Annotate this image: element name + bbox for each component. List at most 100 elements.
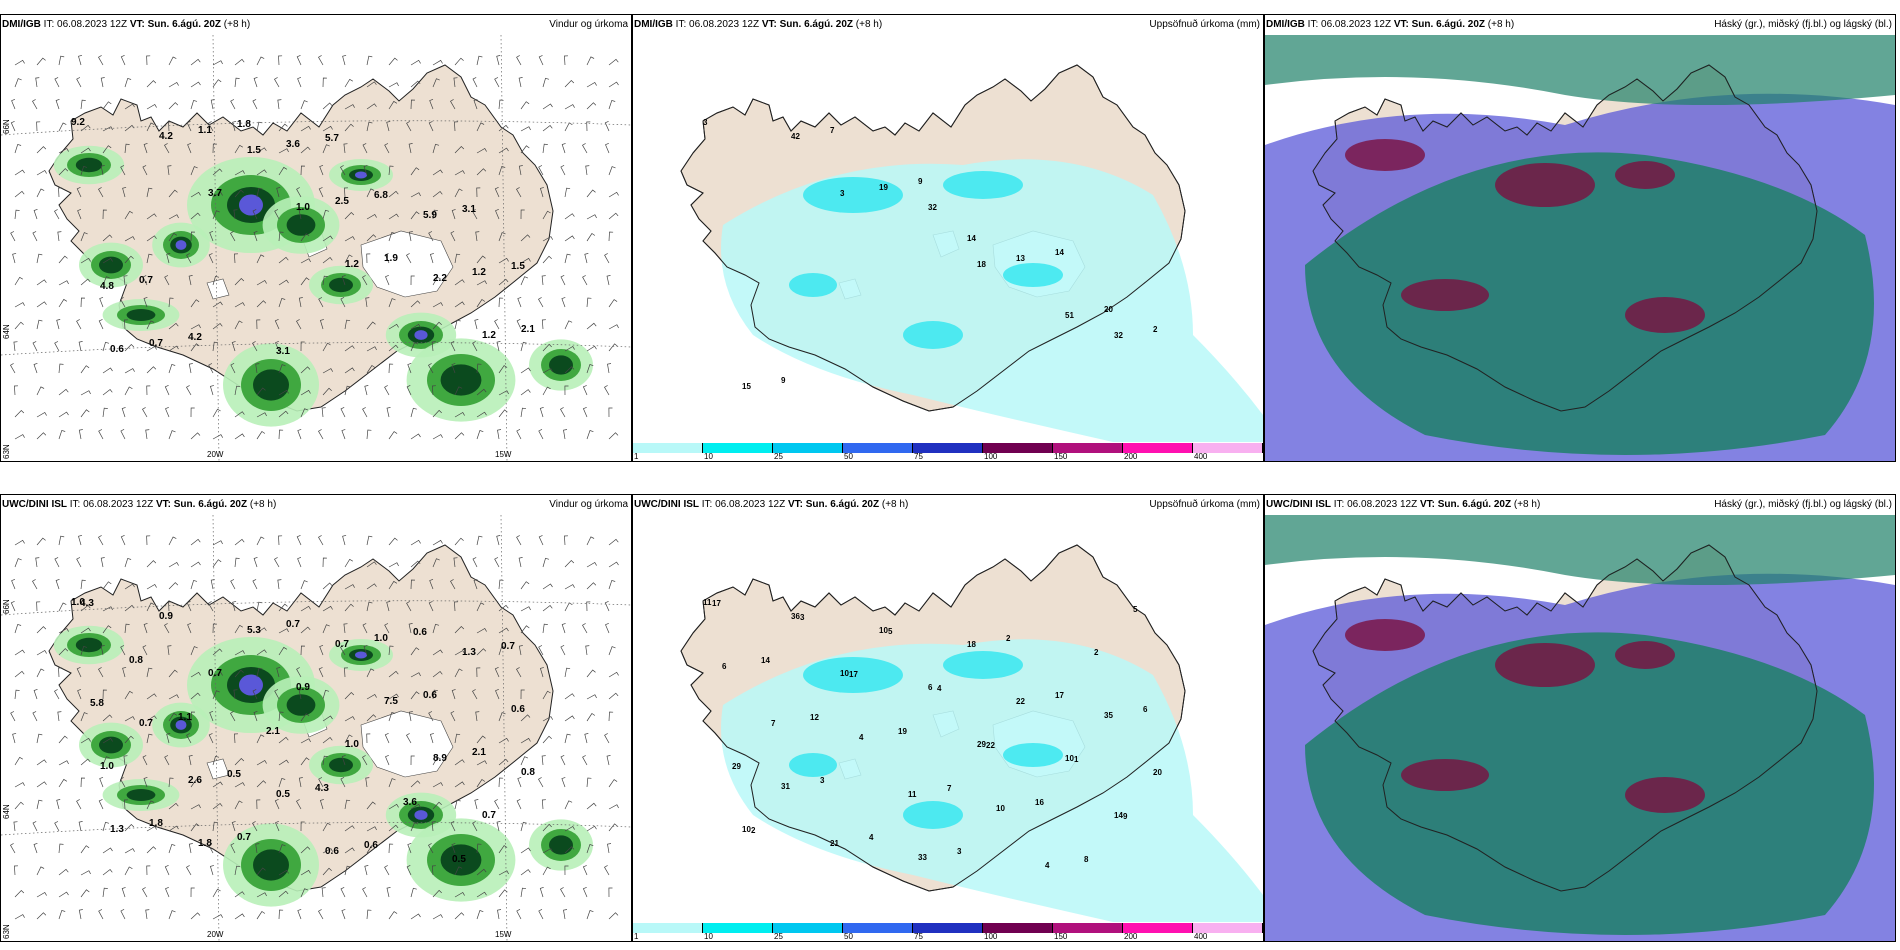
precip-value: 2 [751, 826, 756, 835]
precip-value: 7 [947, 784, 952, 793]
wind-barb [454, 432, 465, 440]
wind-barb [476, 760, 487, 766]
wind-barb [541, 275, 546, 286]
wind-barb [190, 231, 196, 242]
wind-barb [454, 866, 463, 876]
wind-barb [473, 578, 478, 590]
wind-barb [542, 103, 553, 110]
wind-barb [78, 821, 83, 832]
wind-barb [98, 429, 104, 440]
colorbar-tick-label: 400 [1194, 932, 1208, 941]
wind-barb [564, 584, 575, 590]
wind-barb [234, 538, 245, 546]
wind-barb [190, 912, 201, 920]
wind-barb [454, 733, 461, 744]
lead-time: (+8 h) [1513, 499, 1541, 510]
wind-barb [278, 869, 289, 876]
wind-barb [366, 121, 373, 132]
wind-barb [277, 579, 282, 590]
wind-barb [168, 669, 178, 678]
wind-barb [234, 385, 241, 396]
wind-barb [120, 165, 126, 176]
rain-area [414, 810, 428, 820]
wind-barb [560, 644, 566, 656]
wind-barb [584, 733, 589, 744]
wind-barb [278, 890, 289, 898]
wind-barb [432, 782, 444, 788]
wind-barb [341, 429, 346, 440]
wind-barb [432, 801, 442, 810]
wind-barb [255, 843, 260, 854]
wind-barb [322, 624, 330, 634]
wind-barb [366, 583, 377, 590]
wind-barb [366, 103, 377, 110]
wind-value: 3.6 [403, 797, 417, 808]
wind-barb [473, 98, 478, 110]
wind-barb [498, 579, 504, 590]
wind-barb [168, 322, 179, 330]
mid-cloud [1401, 279, 1489, 311]
wind-barb [564, 667, 571, 678]
wind-barb [186, 865, 192, 876]
wind-barb [14, 670, 25, 678]
wind-barb [564, 187, 571, 198]
wind-barb [36, 912, 47, 920]
wind-barb [36, 57, 46, 66]
wind-barb [14, 865, 19, 876]
wind-barb [296, 534, 302, 546]
wind-barb [344, 319, 351, 330]
wind-barb [14, 321, 24, 330]
product-title: Háský (gr.), miðský (fj.bl.) og lágský (… [1714, 19, 1892, 30]
wind-barb [406, 253, 412, 264]
wind-barb [516, 318, 522, 330]
wind-barb [188, 843, 193, 854]
wind-barb [476, 648, 487, 656]
init-time: IT: 06.08.2023 12Z [43, 19, 128, 30]
lead-time: (+8 h) [249, 499, 277, 510]
wind-barb [190, 324, 201, 330]
wind-barb [278, 364, 286, 374]
precip-value: 4 [859, 733, 864, 742]
wind-barb [190, 887, 195, 898]
wind-barb [35, 557, 40, 568]
wind-value: 0.5 [452, 854, 466, 865]
wind-barb [498, 845, 508, 854]
wind-barb [208, 733, 214, 744]
wind-barb [451, 209, 456, 220]
wind-barb [539, 667, 544, 678]
precip-value: 9 [1123, 812, 1128, 821]
wind-barb [410, 59, 421, 66]
colorbar-swatch [703, 923, 773, 933]
wind-barb [432, 434, 443, 440]
colorbar-swatch [1123, 923, 1193, 933]
wind-barb [318, 777, 324, 788]
wind-barb [55, 578, 60, 590]
wind-barb [76, 319, 82, 330]
wind-barb [300, 408, 309, 418]
wind-barb [497, 909, 502, 920]
wind-barb [476, 55, 483, 66]
valid-time: VT: Sun. 6.ágú. 20Z [155, 499, 248, 510]
wind-barb [164, 755, 170, 766]
wind-value: 7.5 [384, 696, 398, 707]
wind-barb [450, 340, 456, 352]
wind-barb [168, 843, 176, 854]
wind-barb [300, 389, 311, 396]
wind-barb [560, 887, 566, 898]
wind-value: 1.0 [374, 633, 388, 644]
wind-barb [120, 777, 126, 788]
colorbar-tick-label: 50 [844, 452, 853, 461]
wind-barb [520, 847, 531, 854]
wind-barb [212, 648, 223, 656]
colorbar-swatch [1123, 443, 1193, 453]
wind-barb [366, 733, 371, 744]
wind-barb [474, 319, 479, 330]
wind-barb [234, 58, 245, 66]
wind-barb [300, 738, 311, 744]
wind-barb [365, 777, 370, 788]
precip-value: 42 [791, 132, 800, 141]
wind-barb [366, 214, 377, 220]
wind-barb [563, 909, 568, 920]
wind-barb [14, 756, 23, 766]
wind-barb [146, 826, 157, 832]
